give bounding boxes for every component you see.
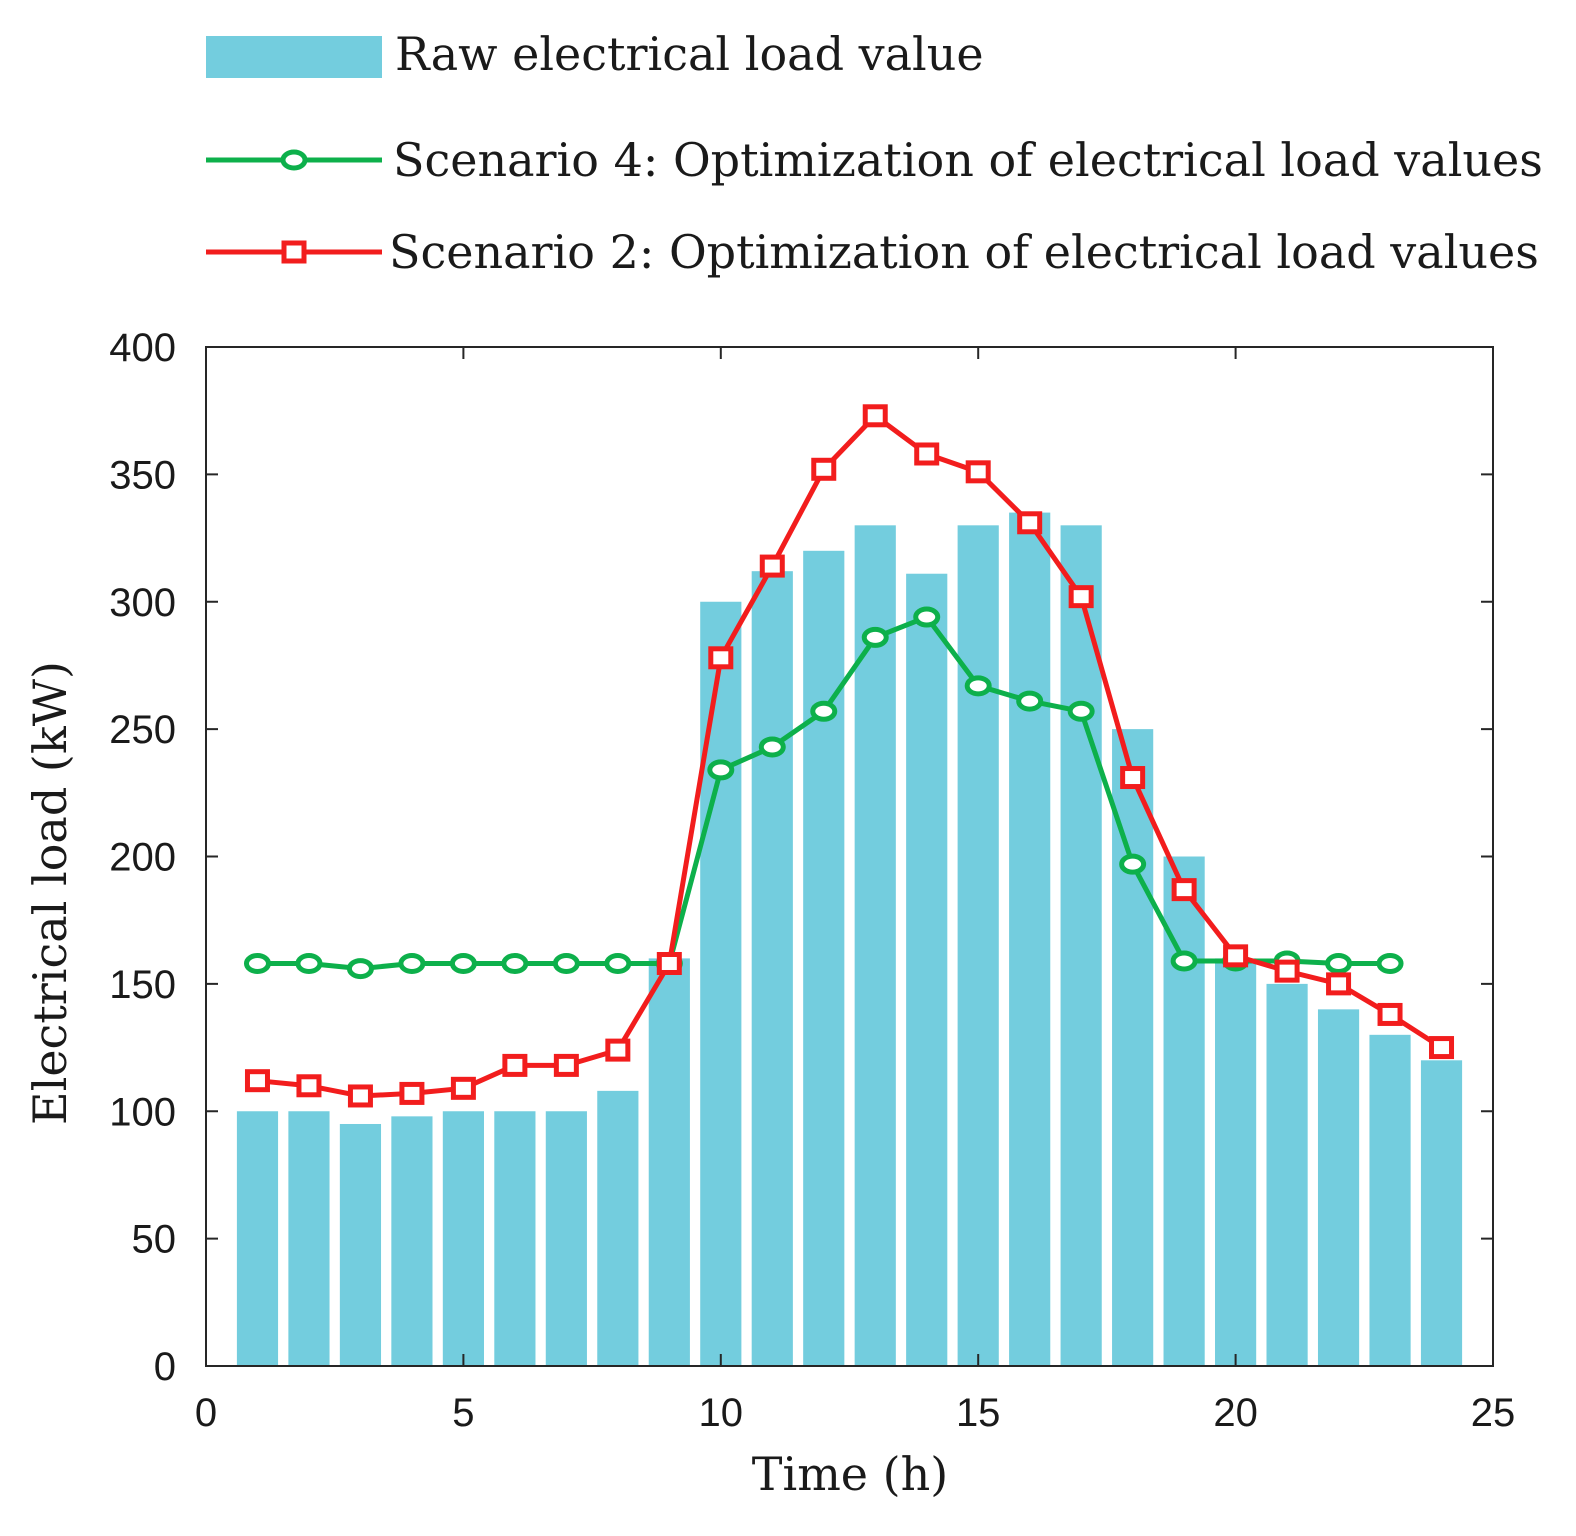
point-scenario-2 (914, 442, 940, 466)
x-tick-label: 15 (956, 1391, 1001, 1435)
point-scenario-2 (502, 1053, 528, 1077)
y-tick-label: 150 (109, 963, 176, 1007)
point-scenario-2 (656, 951, 682, 975)
point-scenario-4 (1016, 690, 1044, 712)
point-scenario-2 (1120, 766, 1146, 790)
point-scenario-4 (346, 958, 374, 980)
bar-raw-load (648, 958, 690, 1366)
plot-area: 0 50 100 150 200 250 300 350 400 0 5 10 15 20 25 (109, 326, 1515, 1435)
point-scenario-2 (965, 460, 991, 484)
point-scenario-4 (501, 952, 529, 974)
point-scenario-4 (1376, 952, 1404, 974)
bar-raw-load (1163, 856, 1205, 1366)
point-scenario-4 (861, 626, 889, 648)
bar-raw-load (1317, 1009, 1360, 1366)
point-scenario-4 (1170, 950, 1198, 972)
y-tick-label: 50 (132, 1218, 177, 1262)
point-scenario-2 (399, 1081, 425, 1105)
point-scenario-2 (1017, 511, 1043, 535)
y-tick-label: 400 (109, 326, 176, 370)
y-tick-label: 250 (109, 708, 176, 752)
bar-raw-load (803, 550, 845, 1366)
line-scenario-2 (257, 413, 1443, 1099)
y-tick-label: 100 (109, 1090, 176, 1134)
point-scenario-2 (244, 1069, 270, 1093)
point-scenario-2 (553, 1053, 579, 1077)
bar-raw-load (957, 525, 999, 1366)
legend-marker-scenario-4 (280, 149, 308, 171)
point-scenario-4 (552, 952, 580, 974)
point-scenario-2 (1223, 944, 1249, 968)
x-tick-label: 25 (1471, 1391, 1516, 1435)
point-scenario-4 (604, 952, 632, 974)
point-scenario-2 (1377, 1002, 1403, 1026)
point-scenario-4 (964, 675, 992, 697)
legend-marker-scenario-2 (281, 240, 307, 264)
point-scenario-4 (1325, 952, 1353, 974)
bar-raw-load (494, 1111, 536, 1366)
point-scenario-4 (398, 952, 426, 974)
bar-raw-load (1420, 1060, 1463, 1366)
point-scenario-2 (1274, 959, 1300, 983)
y-tick-label: 200 (109, 836, 176, 880)
bar-raw-load (1112, 729, 1154, 1366)
x-tick-label: 0 (195, 1391, 217, 1435)
bar-raw-load (1266, 983, 1308, 1366)
bar-raw-load (1009, 512, 1051, 1366)
point-scenario-4 (810, 700, 838, 722)
legend-label-scenario-2: Scenario 2: Optimization of electrical l… (389, 225, 1539, 279)
legend-item-scenario-4: Scenario 4: Optimization of electrical l… (206, 133, 1543, 187)
legend-label-scenario-4: Scenario 4: Optimization of electrical l… (393, 133, 1543, 187)
x-tick-label: 20 (1213, 1391, 1258, 1435)
bar-raw-load (442, 1111, 484, 1366)
point-scenario-4 (295, 952, 323, 974)
point-scenario-4 (707, 759, 735, 781)
point-scenario-2 (605, 1038, 631, 1062)
y-tick-label: 300 (109, 581, 176, 625)
point-scenario-4 (758, 736, 786, 758)
point-scenario-4 (913, 606, 941, 628)
y-axis-label: Electrical load (kW) (23, 661, 77, 1125)
y-tick-label: 0 (154, 1345, 176, 1389)
legend-label-raw-load: Raw electrical load value (395, 27, 984, 81)
bar-raw-load (597, 1090, 639, 1366)
bar-raw-load (906, 573, 948, 1366)
point-scenario-2 (759, 554, 785, 578)
point-scenario-4 (1067, 700, 1095, 722)
point-scenario-2 (1429, 1036, 1455, 1060)
point-scenario-2 (862, 404, 888, 428)
bar-raw-load (236, 1111, 279, 1366)
bar-raw-load (545, 1111, 587, 1366)
bar-raw-load (700, 601, 742, 1366)
point-scenario-2 (1068, 585, 1094, 609)
point-scenario-4 (449, 952, 477, 974)
legend-item-scenario-2: Scenario 2: Optimization of electrical l… (206, 225, 1539, 279)
legend-item-raw-load: Raw electrical load value (206, 27, 984, 81)
x-tick-label: 10 (699, 1391, 744, 1435)
point-scenario-2 (811, 457, 837, 481)
point-scenario-2 (1171, 878, 1197, 902)
point-scenario-2 (296, 1074, 322, 1098)
point-scenario-2 (708, 646, 734, 670)
bar-raw-load (1060, 525, 1102, 1366)
bar-raw-load (751, 571, 793, 1366)
bar-raw-load (288, 1111, 330, 1366)
point-scenario-4 (243, 952, 271, 974)
bar-raw-load (391, 1116, 433, 1366)
legend-swatch-raw-load (206, 36, 382, 78)
x-axis-label: Time (h) (752, 1447, 948, 1501)
point-scenario-2 (347, 1084, 373, 1108)
bar-raw-load (339, 1123, 382, 1366)
point-scenario-2 (450, 1076, 476, 1100)
x-tick-label: 5 (452, 1391, 474, 1435)
point-scenario-4 (1119, 853, 1147, 875)
bar-raw-load (854, 525, 896, 1366)
bar-raw-load (1369, 1034, 1411, 1366)
bar-raw-load (1215, 958, 1257, 1366)
point-scenario-2 (1326, 972, 1352, 996)
y-tick-label: 350 (109, 453, 176, 497)
legend: Raw electrical load value Scenario 4: Op… (206, 27, 1543, 279)
